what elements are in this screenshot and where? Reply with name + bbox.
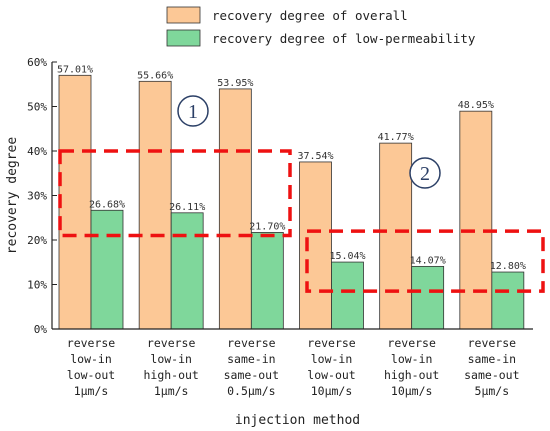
x-tick-label: same-in	[227, 352, 275, 366]
bar-overall	[379, 142, 413, 330]
data-label: 26.11%	[169, 202, 205, 213]
data-label: 53.95%	[217, 78, 253, 89]
y-axis-title: recovery degree	[5, 137, 20, 255]
x-tick-label: reverse	[227, 336, 276, 350]
x-tick-label: 10μm/s	[391, 384, 433, 398]
data-label: 41.77%	[378, 132, 414, 143]
bar-overall	[138, 80, 172, 330]
legend-swatch-overall	[166, 6, 201, 24]
bar-low-permeability	[411, 265, 445, 330]
annotation-number-2: 2	[420, 163, 430, 185]
x-tick-label: low-out	[67, 368, 115, 382]
x-tick-label: same-out	[224, 368, 279, 382]
data-label: 14.07%	[410, 255, 446, 266]
x-tick-label: reverse	[468, 336, 517, 350]
bar-overall	[58, 74, 92, 330]
data-label: 37.54%	[297, 151, 333, 162]
x-tick-label: high-out	[384, 368, 439, 382]
x-tick-label: 1μm/s	[154, 384, 189, 398]
bar-low-permeability	[250, 232, 284, 330]
annotation-circle-1	[177, 95, 209, 127]
x-tick-label: same-out	[464, 368, 519, 382]
bar-overall	[218, 88, 252, 330]
x-tick-label: 10μm/s	[311, 384, 353, 398]
data-label: 12.80%	[490, 261, 526, 272]
bar-low-permeability	[331, 261, 364, 330]
x-tick-label: 5μm/s	[475, 384, 510, 398]
x-tick-label: low-in	[311, 352, 353, 366]
x-tick-label: high-out	[143, 368, 198, 382]
data-label: 26.68%	[89, 199, 125, 210]
x-tick-label: low-out	[307, 368, 355, 382]
y-tick-label: 50%	[27, 101, 47, 114]
x-tick-label: low-in	[150, 352, 192, 366]
y-tick-label: 0%	[34, 323, 48, 336]
x-axis-title: injection method	[235, 413, 360, 428]
data-label: 55.66%	[137, 70, 173, 81]
highlight-box-2	[305, 229, 545, 293]
data-label: 15.04%	[329, 251, 365, 262]
data-label: 21.70%	[249, 221, 285, 232]
x-tick-label: reverse	[307, 336, 356, 350]
annotation-number-1: 1	[188, 101, 198, 123]
bar-low-permeability	[90, 209, 124, 330]
y-tick-label: 60%	[27, 56, 47, 69]
bar-low-permeability	[491, 271, 525, 330]
data-label: 57.01%	[57, 64, 93, 75]
annotation-circle-2	[409, 157, 441, 189]
y-tick-label: 30%	[27, 190, 47, 203]
x-tick-label: reverse	[387, 336, 436, 350]
y-tick-label: 20%	[27, 234, 47, 247]
x-tick-label: reverse	[147, 336, 196, 350]
y-tick-label: 40%	[27, 145, 47, 158]
bar-overall	[459, 110, 493, 330]
x-tick-label: low-in	[391, 352, 433, 366]
legend-label: recovery degree of low-permeability	[212, 31, 476, 46]
x-tick-label: 1μm/s	[74, 384, 109, 398]
bar-low-permeability	[170, 212, 204, 330]
data-label: 48.95%	[458, 100, 494, 111]
y-tick-label: 10%	[27, 279, 47, 292]
highlight-box-1	[58, 149, 292, 238]
x-tick-label: low-in	[70, 352, 112, 366]
bar-overall	[299, 161, 332, 330]
x-tick-label: reverse	[67, 336, 116, 350]
legend-swatch-low-permeability	[166, 29, 201, 47]
x-tick-label: same-in	[468, 352, 516, 366]
x-tick-label: 0.5μm/s	[227, 384, 275, 398]
legend-label: recovery degree of overall	[212, 8, 408, 23]
